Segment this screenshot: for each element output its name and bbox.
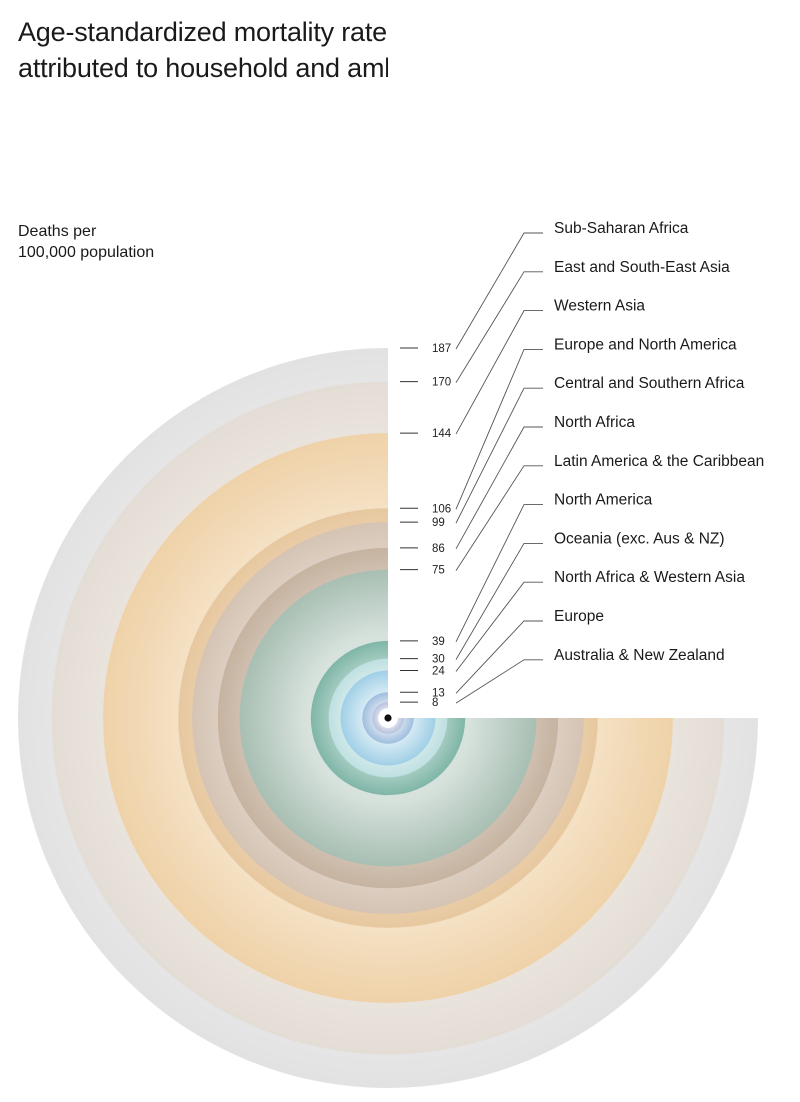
unit-label-line-2: 100,000 population bbox=[18, 244, 155, 261]
leader-line-europe bbox=[455, 620, 543, 694]
tick-label-europe: 13 bbox=[432, 687, 445, 699]
leader-line-north-africa-and-western-asia bbox=[455, 581, 543, 672]
tick-label-oceania-exc-aus-and-nz: 30 bbox=[432, 654, 445, 666]
label-layer: Sub-Saharan Africa East and South-East As… bbox=[554, 220, 764, 664]
tick-label-western-asia: 144 bbox=[432, 428, 452, 440]
category-label-europe-and-north-america: Europe and North America bbox=[554, 336, 737, 353]
connector-layer bbox=[455, 232, 543, 704]
center-dot bbox=[384, 714, 392, 722]
tick-label-central-and-southern-africa: 99 bbox=[432, 517, 445, 529]
category-label-australia-and-new-zealand: Australia & New Zealand bbox=[554, 647, 725, 664]
leader-line-oceania-exc-aus-and-nz bbox=[455, 542, 543, 660]
category-label-latin-america-and-the-caribbean: Latin America & the Caribbean bbox=[554, 453, 764, 470]
category-label-central-and-southern-africa: Central and Southern Africa bbox=[554, 375, 745, 392]
category-label-oceania-exc-aus-and-nz: Oceania (exc. Aus & NZ) bbox=[554, 530, 725, 547]
tick-label-north-america: 39 bbox=[432, 636, 445, 648]
tick-label-north-africa: 86 bbox=[432, 543, 445, 555]
tick-label-east-and-south-east-asia: 170 bbox=[432, 377, 451, 389]
leader-line-north-africa bbox=[455, 426, 543, 550]
leader-line-central-and-southern-africa bbox=[455, 387, 543, 524]
category-label-europe: Europe bbox=[554, 608, 604, 625]
quadrant-cutout bbox=[384, 0, 800, 722]
tick-label-australia-and-new-zealand: 8 bbox=[432, 697, 438, 709]
quadrant-mask bbox=[388, 0, 800, 718]
unit-label-line-1: Deaths per bbox=[18, 223, 97, 240]
leader-line-europe-and-north-america bbox=[455, 348, 543, 510]
category-label-north-africa-and-western-asia: North Africa & Western Asia bbox=[554, 569, 745, 586]
leader-line-latin-america-and-the-caribbean bbox=[455, 465, 543, 571]
tick-label-sub-saharan-africa: 187 bbox=[432, 343, 451, 355]
category-label-east-and-south-east-asia: East and South-East Asia bbox=[554, 259, 730, 276]
unit-label: Deaths per 100,000 population bbox=[18, 221, 154, 263]
tick-label-europe-and-north-america: 106 bbox=[432, 503, 451, 515]
category-label-north-america: North America bbox=[554, 492, 653, 509]
chart-title-line-1: Age-standardized mortality rate bbox=[18, 17, 387, 47]
tick-label-north-africa-and-western-asia: 24 bbox=[432, 666, 445, 678]
leader-line-australia-and-new-zealand bbox=[455, 659, 543, 704]
leader-line-western-asia bbox=[455, 310, 543, 435]
leader-line-east-and-south-east-asia bbox=[455, 271, 543, 383]
category-label-sub-saharan-africa: Sub-Saharan Africa bbox=[554, 220, 689, 237]
category-label-western-asia: Western Asia bbox=[554, 298, 645, 315]
category-label-north-africa: North Africa bbox=[554, 414, 635, 431]
tick-label-latin-america-and-the-caribbean: 75 bbox=[432, 565, 445, 577]
leader-line-north-america bbox=[455, 504, 543, 643]
leader-line-sub-saharan-africa bbox=[455, 232, 543, 350]
